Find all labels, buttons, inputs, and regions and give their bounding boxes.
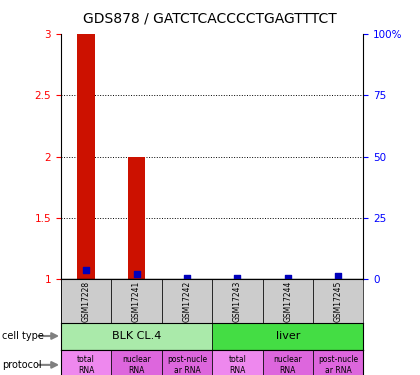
Text: liver: liver bbox=[276, 331, 300, 341]
Bar bbox=[61, 350, 111, 375]
Point bbox=[133, 272, 140, 278]
Text: GSM17241: GSM17241 bbox=[132, 280, 141, 322]
Bar bbox=[162, 350, 212, 375]
Text: GSM17242: GSM17242 bbox=[182, 280, 192, 322]
Bar bbox=[111, 350, 162, 375]
Point bbox=[234, 275, 241, 281]
Bar bbox=[61, 322, 212, 350]
Bar bbox=[262, 279, 313, 322]
Bar bbox=[162, 279, 212, 322]
Bar bbox=[212, 350, 262, 375]
Point bbox=[284, 275, 291, 281]
Point bbox=[184, 275, 190, 281]
Text: total
RNA: total RNA bbox=[77, 355, 95, 375]
Bar bbox=[128, 157, 145, 279]
Bar bbox=[212, 322, 363, 350]
Point bbox=[83, 267, 89, 273]
Text: nuclear
RNA: nuclear RNA bbox=[122, 355, 151, 375]
Bar bbox=[77, 34, 95, 279]
Text: GSM17243: GSM17243 bbox=[233, 280, 242, 322]
Bar bbox=[212, 279, 262, 322]
Text: total
RNA: total RNA bbox=[228, 355, 246, 375]
Text: GDS878 / GATCTCACCCCTGAGTTTCT: GDS878 / GATCTCACCCCTGAGTTTCT bbox=[83, 11, 337, 25]
Text: cell type: cell type bbox=[2, 331, 44, 341]
Text: BLK CL.4: BLK CL.4 bbox=[112, 331, 161, 341]
Text: nuclear
RNA: nuclear RNA bbox=[273, 355, 302, 375]
Bar bbox=[61, 279, 111, 322]
Point bbox=[335, 273, 341, 279]
Bar bbox=[262, 350, 313, 375]
Bar bbox=[313, 350, 363, 375]
Text: GSM17245: GSM17245 bbox=[333, 280, 343, 322]
Text: post-nucle
ar RNA: post-nucle ar RNA bbox=[167, 355, 207, 375]
Text: GSM17244: GSM17244 bbox=[283, 280, 292, 322]
Text: post-nucle
ar RNA: post-nucle ar RNA bbox=[318, 355, 358, 375]
Text: protocol: protocol bbox=[2, 360, 42, 370]
Bar bbox=[313, 279, 363, 322]
Text: GSM17228: GSM17228 bbox=[81, 280, 91, 321]
Bar bbox=[111, 279, 162, 322]
